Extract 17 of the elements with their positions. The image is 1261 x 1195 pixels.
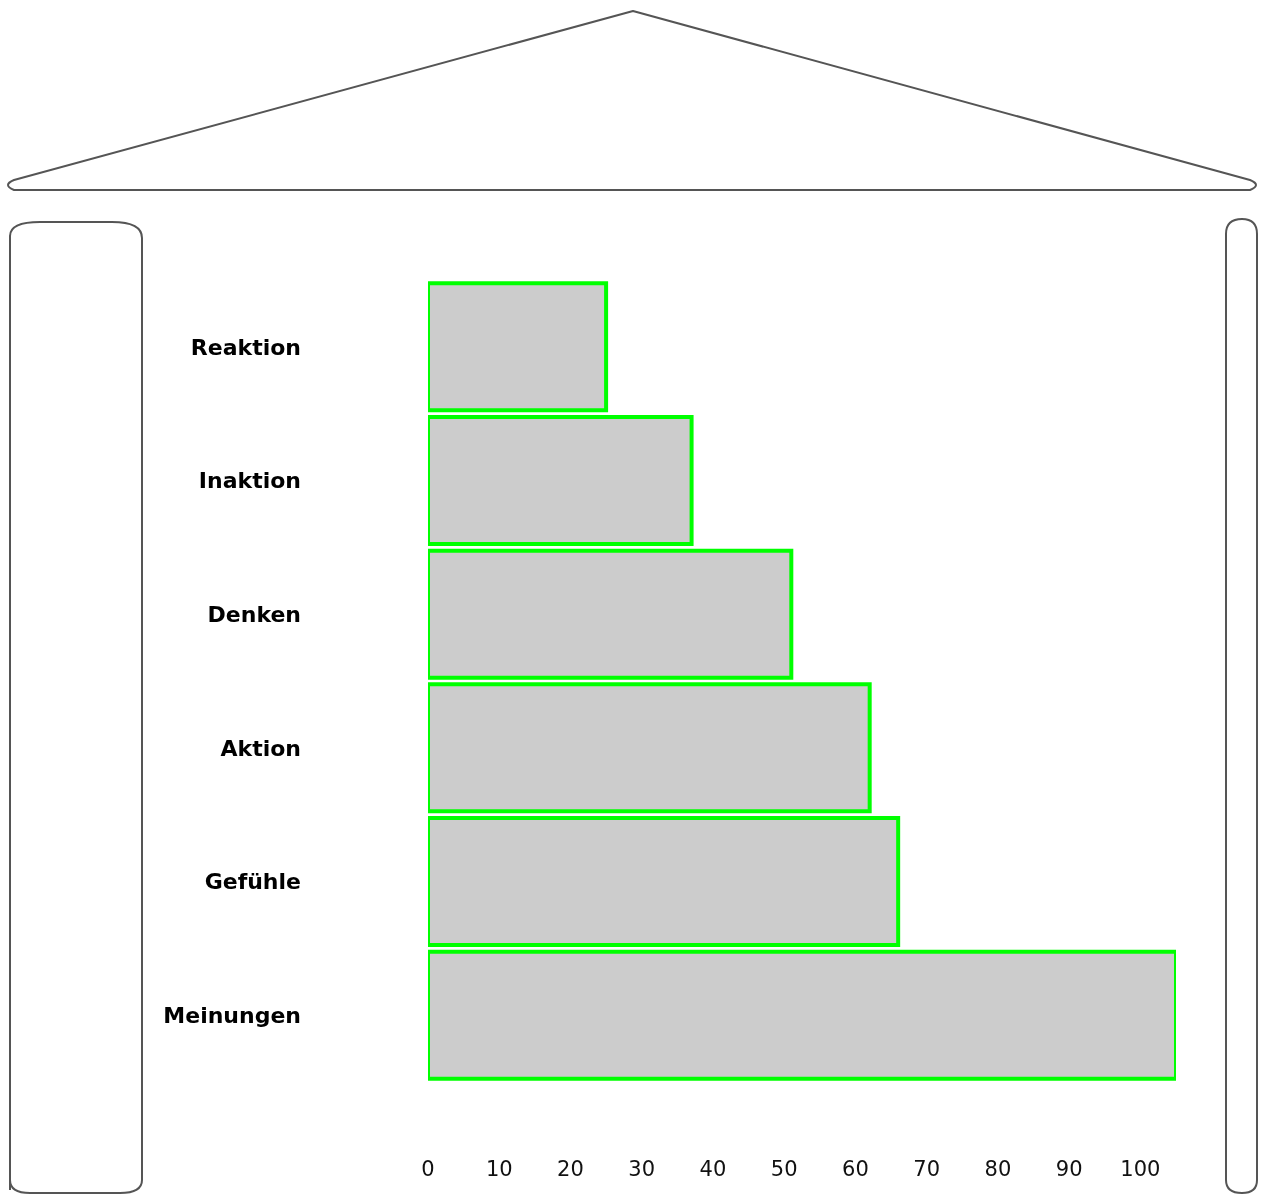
x-tick-label: 70 [913, 1157, 941, 1181]
x-tick-label: 50 [770, 1157, 798, 1181]
x-tick-label: 90 [1055, 1157, 1083, 1181]
x-tick-label: 20 [557, 1157, 584, 1181]
y-tick-label: Inaktion [198, 468, 301, 494]
x-tick-label: 40 [699, 1157, 727, 1181]
x-tick-label: 10 [485, 1157, 513, 1181]
y-tick-label: Reaktion [190, 334, 301, 360]
y-tick-label: Gefühle [204, 869, 301, 895]
x-tick-label: 100 [1120, 1157, 1161, 1181]
x-tick-label: 80 [984, 1157, 1012, 1181]
x-tick-label: 60 [842, 1157, 869, 1181]
y-tick-label: Aktion [220, 735, 301, 761]
x-tick-label: 0 [421, 1157, 435, 1181]
x-tick-label: 30 [628, 1157, 656, 1181]
y-tick-label: Denken [207, 601, 301, 627]
y-tick-label: Meinungen [163, 1002, 301, 1028]
